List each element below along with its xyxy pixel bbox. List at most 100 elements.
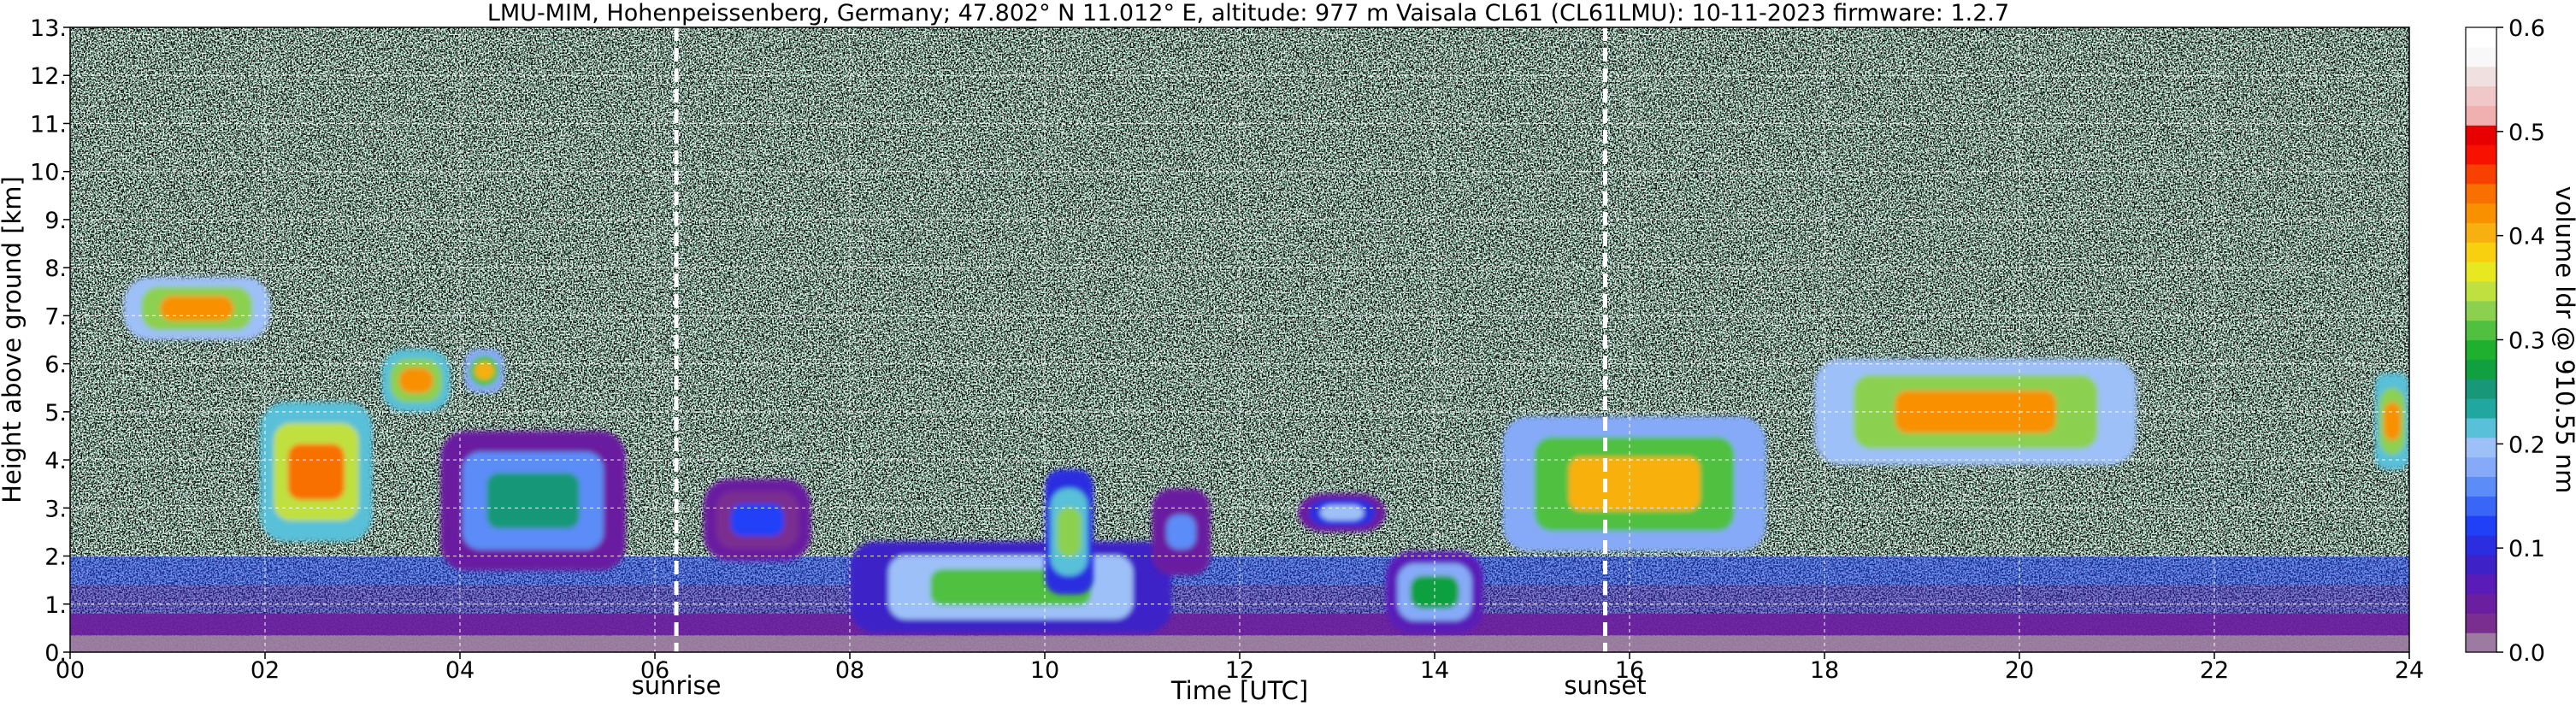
colorbar-segment (2466, 359, 2496, 379)
colorbar-segment (2466, 203, 2496, 224)
cloud-core (1410, 575, 1459, 609)
colorbar-tick-label: 0.1 (2508, 536, 2545, 562)
cloud-feature (2375, 373, 2409, 470)
cloud-feature (123, 277, 270, 340)
colorbar-segment (2466, 554, 2496, 575)
x-tick-label: 02 (251, 657, 280, 684)
y-tick-label: 0. (44, 640, 67, 667)
y-tick-label: 12. (30, 63, 67, 90)
cloud-core (1568, 456, 1701, 511)
y-tick-label: 2. (44, 544, 67, 571)
colorbar-segment (2466, 66, 2496, 87)
colorbar-segment (2466, 46, 2496, 68)
colorbar-segment (2466, 242, 2496, 262)
colorbar-segment (2466, 456, 2496, 478)
x-tick-label: 12 (1225, 657, 1254, 684)
cloud-core (1057, 507, 1082, 557)
colorbar (2465, 26, 2497, 653)
event-label-sunset: sunset (1564, 671, 1646, 700)
colorbar-segment (2466, 222, 2496, 243)
colorbar-segment (2466, 183, 2496, 204)
cloud-feature (1298, 493, 1386, 532)
y-tick-label: 13. (30, 15, 67, 42)
cloud-feature (260, 402, 373, 542)
cloud-core (2384, 402, 2402, 441)
colorbar-segment (2466, 574, 2496, 595)
cloud-core (160, 296, 233, 321)
y-tick-label: 6. (44, 352, 67, 379)
colorbar-segment (2466, 476, 2496, 497)
y-tick-label: 8. (44, 256, 67, 282)
x-tick-label: 22 (2200, 657, 2229, 684)
colorbar-segment (2466, 339, 2496, 360)
x-tick-label: 14 (1420, 657, 1449, 684)
cloud-feature (850, 541, 1172, 633)
colorbar-segment (2466, 320, 2496, 341)
cloud-feature (704, 479, 811, 562)
colorbar-segment (2466, 27, 2496, 48)
colorbar-segment (2466, 417, 2496, 438)
colorbar-tick-label: 0.5 (2508, 120, 2545, 146)
x-tick-label: 10 (1030, 657, 1059, 684)
cloud-core (1895, 391, 2056, 433)
colorbar-segment (2466, 105, 2496, 126)
y-axis-label: Height above ground [km] (0, 176, 27, 503)
x-tick-label: 24 (2395, 657, 2424, 684)
event-lines (674, 27, 1607, 652)
cloud-core (398, 368, 433, 393)
colorbar-segment (2466, 379, 2496, 399)
x-tick-label: 20 (2005, 657, 2034, 684)
grid-lines (70, 27, 2409, 652)
colorbar-segment (2466, 515, 2496, 536)
colorbar-tick-label: 0.4 (2508, 224, 2545, 250)
colorbar-segment (2466, 437, 2496, 458)
cloud-feature (1045, 469, 1093, 595)
x-axis-label: Time [UTC] (1170, 676, 1308, 705)
x-tick-label: 00 (56, 657, 85, 684)
colorbar-segment (2466, 613, 2496, 633)
y-tick-label: 5. (44, 400, 67, 427)
cloud-feature (464, 349, 504, 393)
colorbar-tick-label: 0.0 (2508, 640, 2545, 667)
plot-area (70, 27, 2409, 652)
colorbar-segment (2466, 300, 2496, 321)
y-tick-label: 7. (44, 303, 67, 330)
x-axis-ticks: 00 02 04 06 08 10 12 14 16 18 20 22 24 (56, 652, 2424, 684)
cloud-feature (381, 349, 451, 412)
cloud-feature (440, 431, 626, 571)
colorbar-label: volume ldr @ 910.55 nm (2550, 186, 2576, 494)
y-tick-label: 9. (44, 208, 67, 234)
y-tick-label: 11. (30, 111, 67, 138)
y-axis-ticks: 0. 1. 2. 3. 4. 5. 6. 7. 8. 9. 10. 11. 12. 13. (30, 15, 70, 667)
y-tick-label: 3. (44, 496, 67, 522)
event-label-sunrise: sunrise (632, 671, 722, 700)
event-labels: sunrise sunset (632, 671, 1647, 700)
colorbar-segment (2466, 398, 2496, 419)
colorbar-tick-label: 0.6 (2508, 15, 2545, 42)
cloud-feature (1502, 416, 1766, 551)
y-tick-label: 1. (44, 592, 67, 619)
colorbar-segment (2466, 262, 2496, 282)
colorbar-tick-label: 0.3 (2508, 328, 2545, 355)
cloud-core (1166, 515, 1196, 550)
x-tick-label: 18 (1810, 657, 1839, 684)
cloud-core (486, 473, 580, 529)
cloud-core (730, 503, 785, 537)
cloud-feature (1814, 358, 2137, 465)
colorbar-segment (2466, 632, 2496, 653)
colorbar-segment (2466, 534, 2496, 556)
colorbar-tick-label: 0.2 (2508, 432, 2545, 458)
x-tick-label: 16 (1615, 657, 1644, 684)
x-tick-label: 08 (835, 657, 864, 684)
colorbar-segment (2466, 280, 2496, 302)
cloud-core (1320, 504, 1365, 521)
cloud-core (288, 444, 345, 500)
colorbar-segment (2466, 85, 2496, 106)
cloud-feature (1152, 488, 1211, 576)
x-tick-label: 06 (640, 657, 669, 684)
colorbar-segment (2466, 144, 2496, 165)
cloud-core (475, 362, 494, 380)
cloud-feature (1386, 550, 1483, 633)
x-tick-label: 04 (445, 657, 475, 684)
